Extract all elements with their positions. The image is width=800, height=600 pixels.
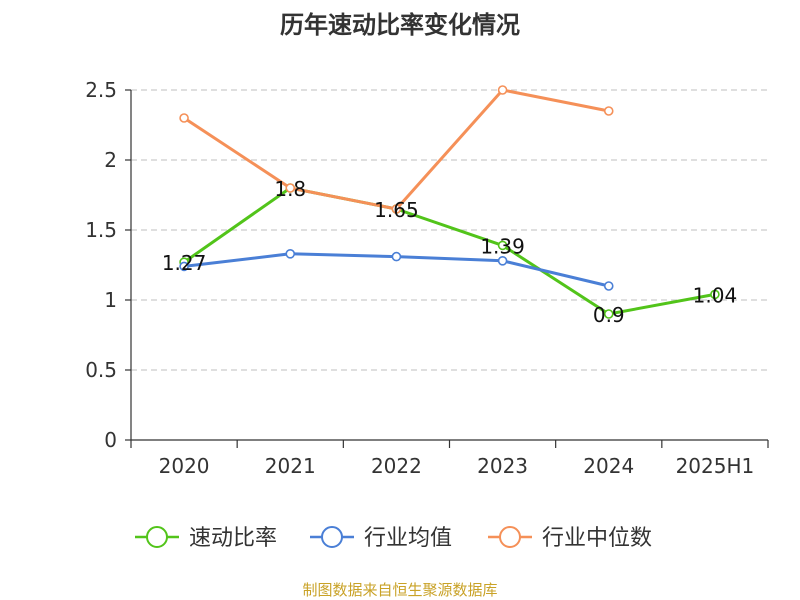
- source-note: 制图数据来自恒生聚源数据库: [302, 581, 497, 599]
- series-line: [183, 88, 610, 211]
- y-tick-label: 1.5: [85, 218, 117, 242]
- series-line: [183, 186, 716, 316]
- legend-swatch-marker: [146, 526, 168, 548]
- legend-item[interactable]: 行业中位数: [488, 526, 652, 551]
- x-tick-label: 2021: [265, 454, 316, 478]
- data-label: 1.27: [162, 251, 207, 275]
- legend-label: 行业均值: [364, 526, 452, 551]
- data-point: [497, 85, 508, 95]
- data-point: [391, 251, 402, 262]
- data-labels: 1.27 1.8 1.65 1.39 0.9 1.04: [162, 177, 737, 327]
- legend-item[interactable]: 行业均值: [310, 526, 452, 551]
- y-tick-label: 0: [104, 428, 117, 452]
- data-point: [497, 255, 508, 266]
- y-tick-label: 0.5: [85, 358, 117, 382]
- legend-item[interactable]: 速动比率: [135, 526, 277, 551]
- x-tick-label: 2025H1: [676, 454, 755, 478]
- y-tick-label: 2: [104, 148, 117, 172]
- x-tick-label: 2020: [159, 454, 210, 478]
- data-point: [285, 249, 296, 259]
- chart-title: 历年速动比率变化情况: [280, 11, 520, 39]
- data-point: [710, 289, 720, 300]
- data-point: [497, 240, 508, 251]
- legend-swatch-marker: [499, 526, 521, 548]
- data-point: [603, 281, 614, 291]
- legend[interactable]: 速动比率 行业均值 行业中位数: [135, 526, 652, 551]
- legend-label: 速动比率: [189, 526, 277, 551]
- x-tick-label: 2022: [371, 454, 422, 478]
- data-label: 1.39: [480, 234, 525, 258]
- data-label: 1.04: [693, 283, 738, 307]
- series-lines: [179, 85, 720, 319]
- data-point: [285, 183, 296, 193]
- data-label: 1.65: [374, 198, 419, 222]
- y-tick-label: 2.5: [85, 78, 117, 102]
- y-tick-label: 1: [104, 288, 117, 312]
- grid-lines: [131, 89, 768, 371]
- data-label: 1.8: [274, 177, 306, 201]
- x-tick-label: 2023: [477, 454, 528, 478]
- data-point: [391, 204, 402, 214]
- legend-label: 行业中位数: [542, 526, 652, 551]
- data-label: 0.9: [593, 303, 625, 327]
- data-point: [603, 309, 614, 319]
- data-point: [179, 113, 189, 123]
- legend-swatch-marker: [321, 526, 343, 548]
- data-point: [603, 106, 614, 116]
- axes: 0 0.5 1 1.5 2 2.5 2020 2021 2022 2023 2024 2025H1: [85, 78, 769, 478]
- x-tick-label: 2024: [583, 454, 634, 478]
- data-point: [179, 261, 189, 272]
